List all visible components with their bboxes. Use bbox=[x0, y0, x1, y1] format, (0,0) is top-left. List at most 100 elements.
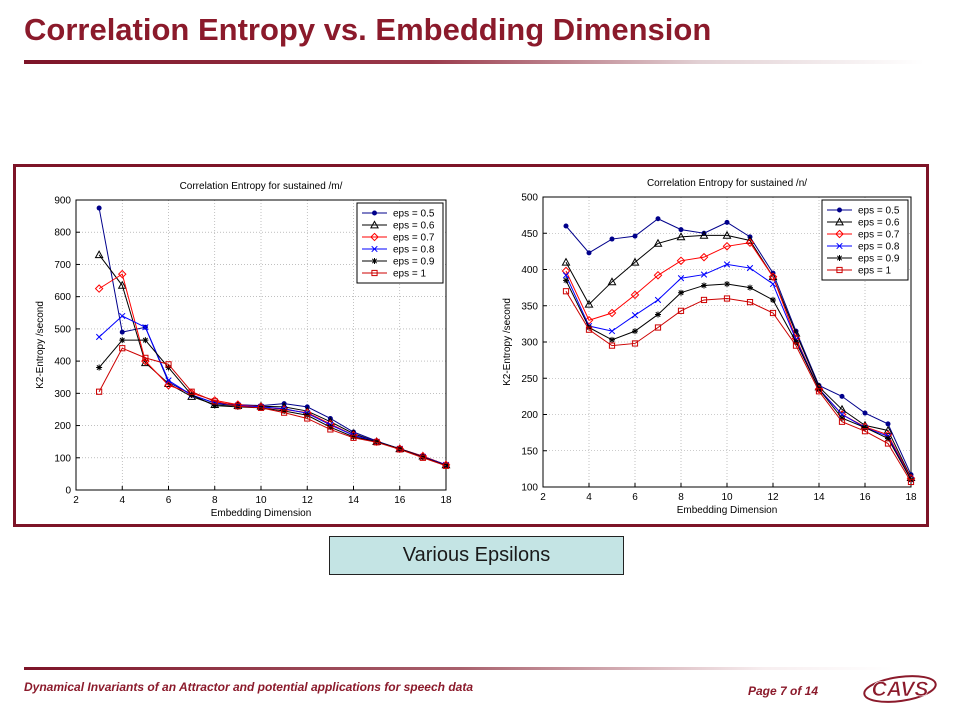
x-tick-label: 4 bbox=[119, 495, 125, 506]
chart-1: 2 4 6 8 10 12 14 16 18 0 100 200 300 400 500 600 700 800 9… bbox=[35, 181, 452, 519]
x-tick-label: 18 bbox=[905, 492, 917, 503]
data-point bbox=[678, 289, 684, 296]
data-point bbox=[142, 337, 149, 344]
data-point bbox=[561, 257, 571, 266]
data-point bbox=[862, 424, 868, 431]
data-point bbox=[396, 445, 403, 452]
x-tick-label: 4 bbox=[586, 492, 592, 503]
x-tick-label: 10 bbox=[721, 492, 733, 503]
x-tick-label: 14 bbox=[348, 495, 360, 506]
data-point bbox=[793, 339, 799, 345]
y-axis-label: K2-Entropy /second bbox=[502, 298, 513, 386]
data-point bbox=[677, 275, 685, 282]
caption-box: Various Epsilons bbox=[329, 536, 624, 575]
y-tick-label: 0 bbox=[65, 486, 71, 497]
data-point bbox=[561, 266, 571, 276]
data-point bbox=[861, 428, 869, 435]
x-axis-label: Embedding Dimension bbox=[677, 505, 778, 516]
data-point bbox=[119, 329, 125, 335]
x-tick-label: 6 bbox=[166, 495, 172, 506]
data-point bbox=[165, 377, 172, 384]
legend-box bbox=[356, 202, 444, 284]
data-point bbox=[119, 337, 126, 344]
data-point bbox=[96, 205, 102, 211]
data-point bbox=[142, 354, 149, 361]
data-point bbox=[234, 403, 241, 410]
data-point bbox=[117, 269, 127, 279]
series-6 bbox=[96, 345, 450, 469]
data-point bbox=[188, 391, 195, 398]
data-point bbox=[699, 252, 709, 262]
data-point bbox=[884, 440, 892, 447]
data-point bbox=[632, 328, 638, 335]
y-tick-label: 300 bbox=[521, 338, 538, 349]
data-point bbox=[350, 433, 357, 440]
chart-2: 2 4 6 8 10 12 14 16 18 100 150 200 250 300 350 400 450 50… bbox=[502, 178, 917, 516]
legend-label: eps = 0.6 bbox=[858, 218, 900, 229]
legend-marker bbox=[371, 269, 378, 277]
data-point bbox=[631, 312, 639, 319]
legend-marker bbox=[371, 245, 378, 253]
x-tick-label: 12 bbox=[767, 492, 779, 503]
data-point bbox=[234, 403, 241, 410]
data-point bbox=[419, 454, 426, 461]
data-point bbox=[700, 271, 708, 278]
data-point bbox=[96, 364, 103, 371]
footer-text: Dynamical Invariants of an Attractor and… bbox=[24, 680, 473, 694]
x-tick-label: 8 bbox=[678, 492, 684, 503]
series-line bbox=[565, 234, 912, 478]
data-point bbox=[304, 412, 311, 419]
data-point bbox=[677, 307, 685, 314]
legend-marker bbox=[372, 210, 377, 216]
data-point bbox=[746, 299, 754, 306]
y-tick-label: 400 bbox=[54, 357, 71, 368]
legend-box bbox=[821, 199, 909, 281]
figure-frame: 2 4 6 8 10 12 14 16 18 0 100 200 300 400 500 600 700 800 9… bbox=[13, 164, 929, 527]
data-point bbox=[815, 388, 823, 395]
data-point bbox=[862, 410, 868, 416]
data-point bbox=[607, 308, 617, 318]
data-point bbox=[655, 311, 661, 318]
data-point bbox=[653, 238, 663, 247]
data-point bbox=[95, 333, 103, 341]
legend-marker bbox=[836, 255, 843, 261]
data-point bbox=[630, 290, 640, 300]
data-point bbox=[747, 284, 753, 291]
data-point bbox=[701, 282, 707, 289]
data-point bbox=[585, 326, 593, 333]
x-tick-label: 10 bbox=[255, 495, 267, 506]
y-tick-label: 300 bbox=[54, 389, 71, 400]
y-tick-label: 900 bbox=[54, 196, 71, 207]
x-tick-label: 16 bbox=[394, 495, 406, 506]
data-point bbox=[584, 315, 594, 325]
series-line bbox=[565, 263, 912, 480]
data-point bbox=[883, 425, 893, 434]
x-axis-label: Embedding Dimension bbox=[211, 508, 312, 519]
y-tick-label: 500 bbox=[54, 324, 71, 335]
series-line bbox=[565, 280, 912, 480]
data-point bbox=[745, 238, 755, 247]
data-point bbox=[632, 233, 638, 239]
data-point bbox=[654, 324, 662, 331]
data-point bbox=[562, 288, 570, 295]
data-point bbox=[442, 462, 450, 469]
data-point bbox=[608, 342, 616, 349]
footer-divider bbox=[24, 667, 894, 670]
title-divider bbox=[24, 60, 924, 64]
legend-label: eps = 0.9 bbox=[858, 254, 900, 265]
legend-label: eps = 0.9 bbox=[393, 257, 435, 268]
legend-marker bbox=[370, 232, 379, 242]
data-point bbox=[609, 336, 615, 343]
data-point bbox=[770, 296, 776, 303]
series-line bbox=[98, 339, 447, 466]
data-point bbox=[654, 296, 662, 304]
data-point bbox=[304, 415, 311, 422]
data-point bbox=[350, 434, 357, 441]
data-point bbox=[563, 277, 569, 284]
legend-label: eps = 0.8 bbox=[393, 245, 435, 256]
x-tick-label: 18 bbox=[440, 495, 452, 506]
y-tick-label: 600 bbox=[54, 292, 71, 303]
data-point bbox=[165, 364, 172, 371]
data-point bbox=[676, 232, 686, 241]
data-point bbox=[655, 216, 661, 222]
